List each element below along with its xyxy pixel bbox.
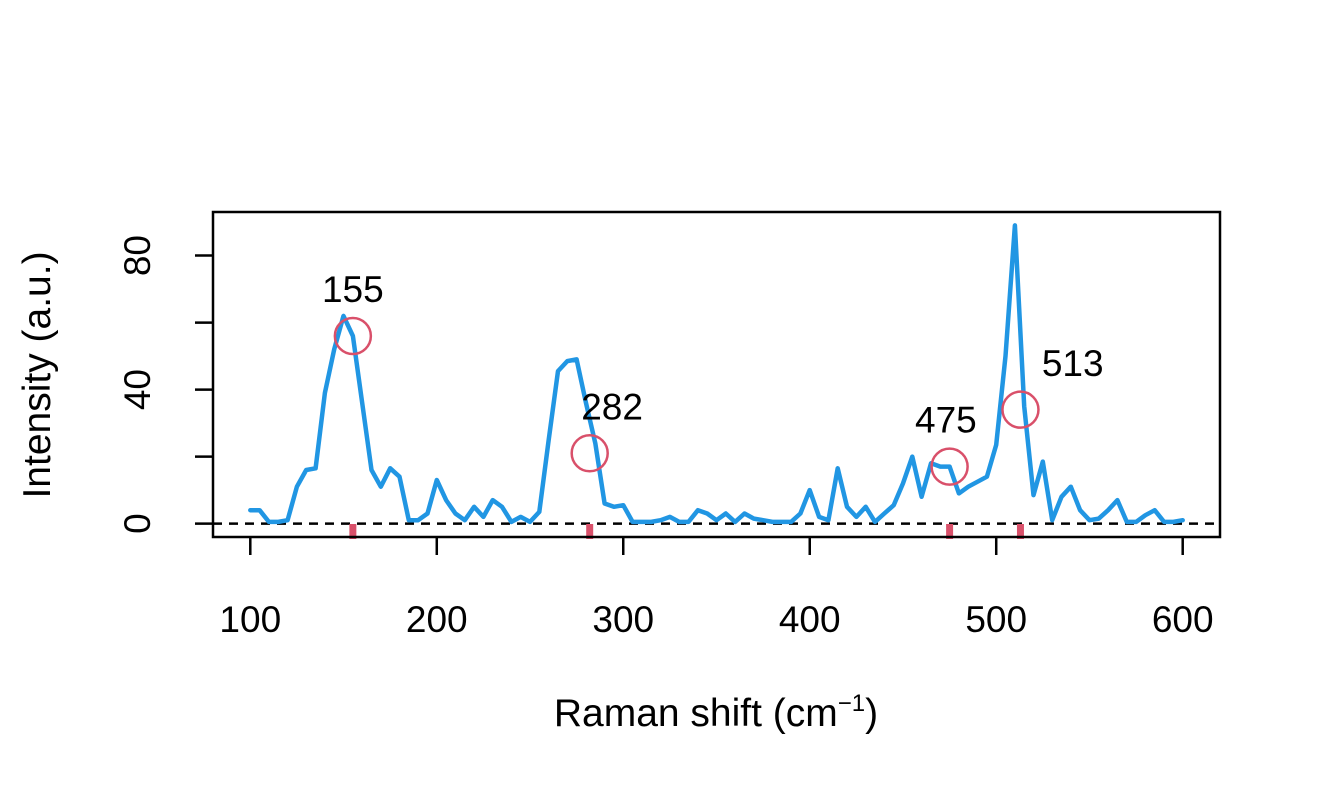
x-axis-tick-label: 500 xyxy=(965,599,1027,640)
peak-label: 475 xyxy=(915,400,977,441)
x-axis-title-superscript: −1 xyxy=(838,690,865,717)
peak-marker-circle xyxy=(1001,390,1040,429)
x-axis-tick-label: 100 xyxy=(219,599,281,640)
y-axis-title: Intensity (a.u.) xyxy=(16,251,59,498)
peak-label: 282 xyxy=(581,386,643,427)
x-axis-title-main: Raman shift (cm xyxy=(554,692,838,735)
peak-marker-circle xyxy=(570,433,609,473)
y-axis-tick-label: 80 xyxy=(117,235,158,276)
y-axis-tick-label: 0 xyxy=(117,513,158,534)
y-axis: 0 40 80 xyxy=(117,235,213,534)
x-axis-tick-label: 200 xyxy=(406,599,468,640)
spectrum-line xyxy=(248,223,1185,525)
x-axis-title: Raman shift (cm−1) xyxy=(554,690,878,735)
x-axis-tick-label: 300 xyxy=(592,599,654,640)
peak-marker-circle xyxy=(333,316,373,356)
y-axis-tick-label: 40 xyxy=(117,369,158,410)
x-axis-title-suffix: ) xyxy=(865,692,878,735)
x-axis: 100 200 300 400 500 600 xyxy=(219,537,1214,640)
x-axis-tick-label: 400 xyxy=(779,599,841,640)
peak-label: 513 xyxy=(1042,343,1104,384)
x-axis-tick-label: 600 xyxy=(1152,599,1214,640)
series-layer xyxy=(248,223,1185,525)
plot-frame xyxy=(211,210,1222,539)
peak-label-layer: 155 282 475 513 xyxy=(322,269,1104,441)
peak-marker-layer xyxy=(333,316,1040,486)
peak-marker-circle xyxy=(930,447,969,486)
peak-label: 155 xyxy=(322,269,384,310)
